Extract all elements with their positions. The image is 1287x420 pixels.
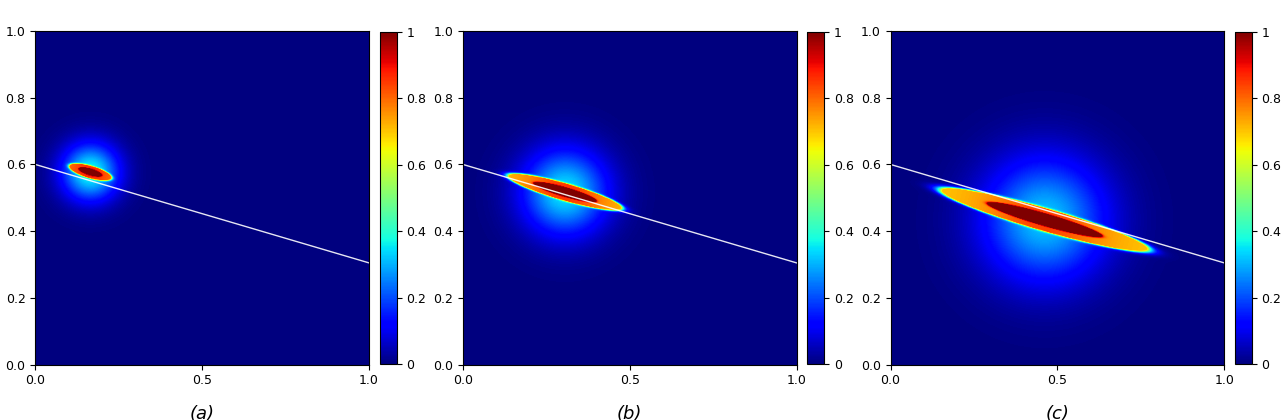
Text: (b): (b) xyxy=(616,405,642,420)
Text: (c): (c) xyxy=(1045,405,1069,420)
Text: (a): (a) xyxy=(189,405,215,420)
